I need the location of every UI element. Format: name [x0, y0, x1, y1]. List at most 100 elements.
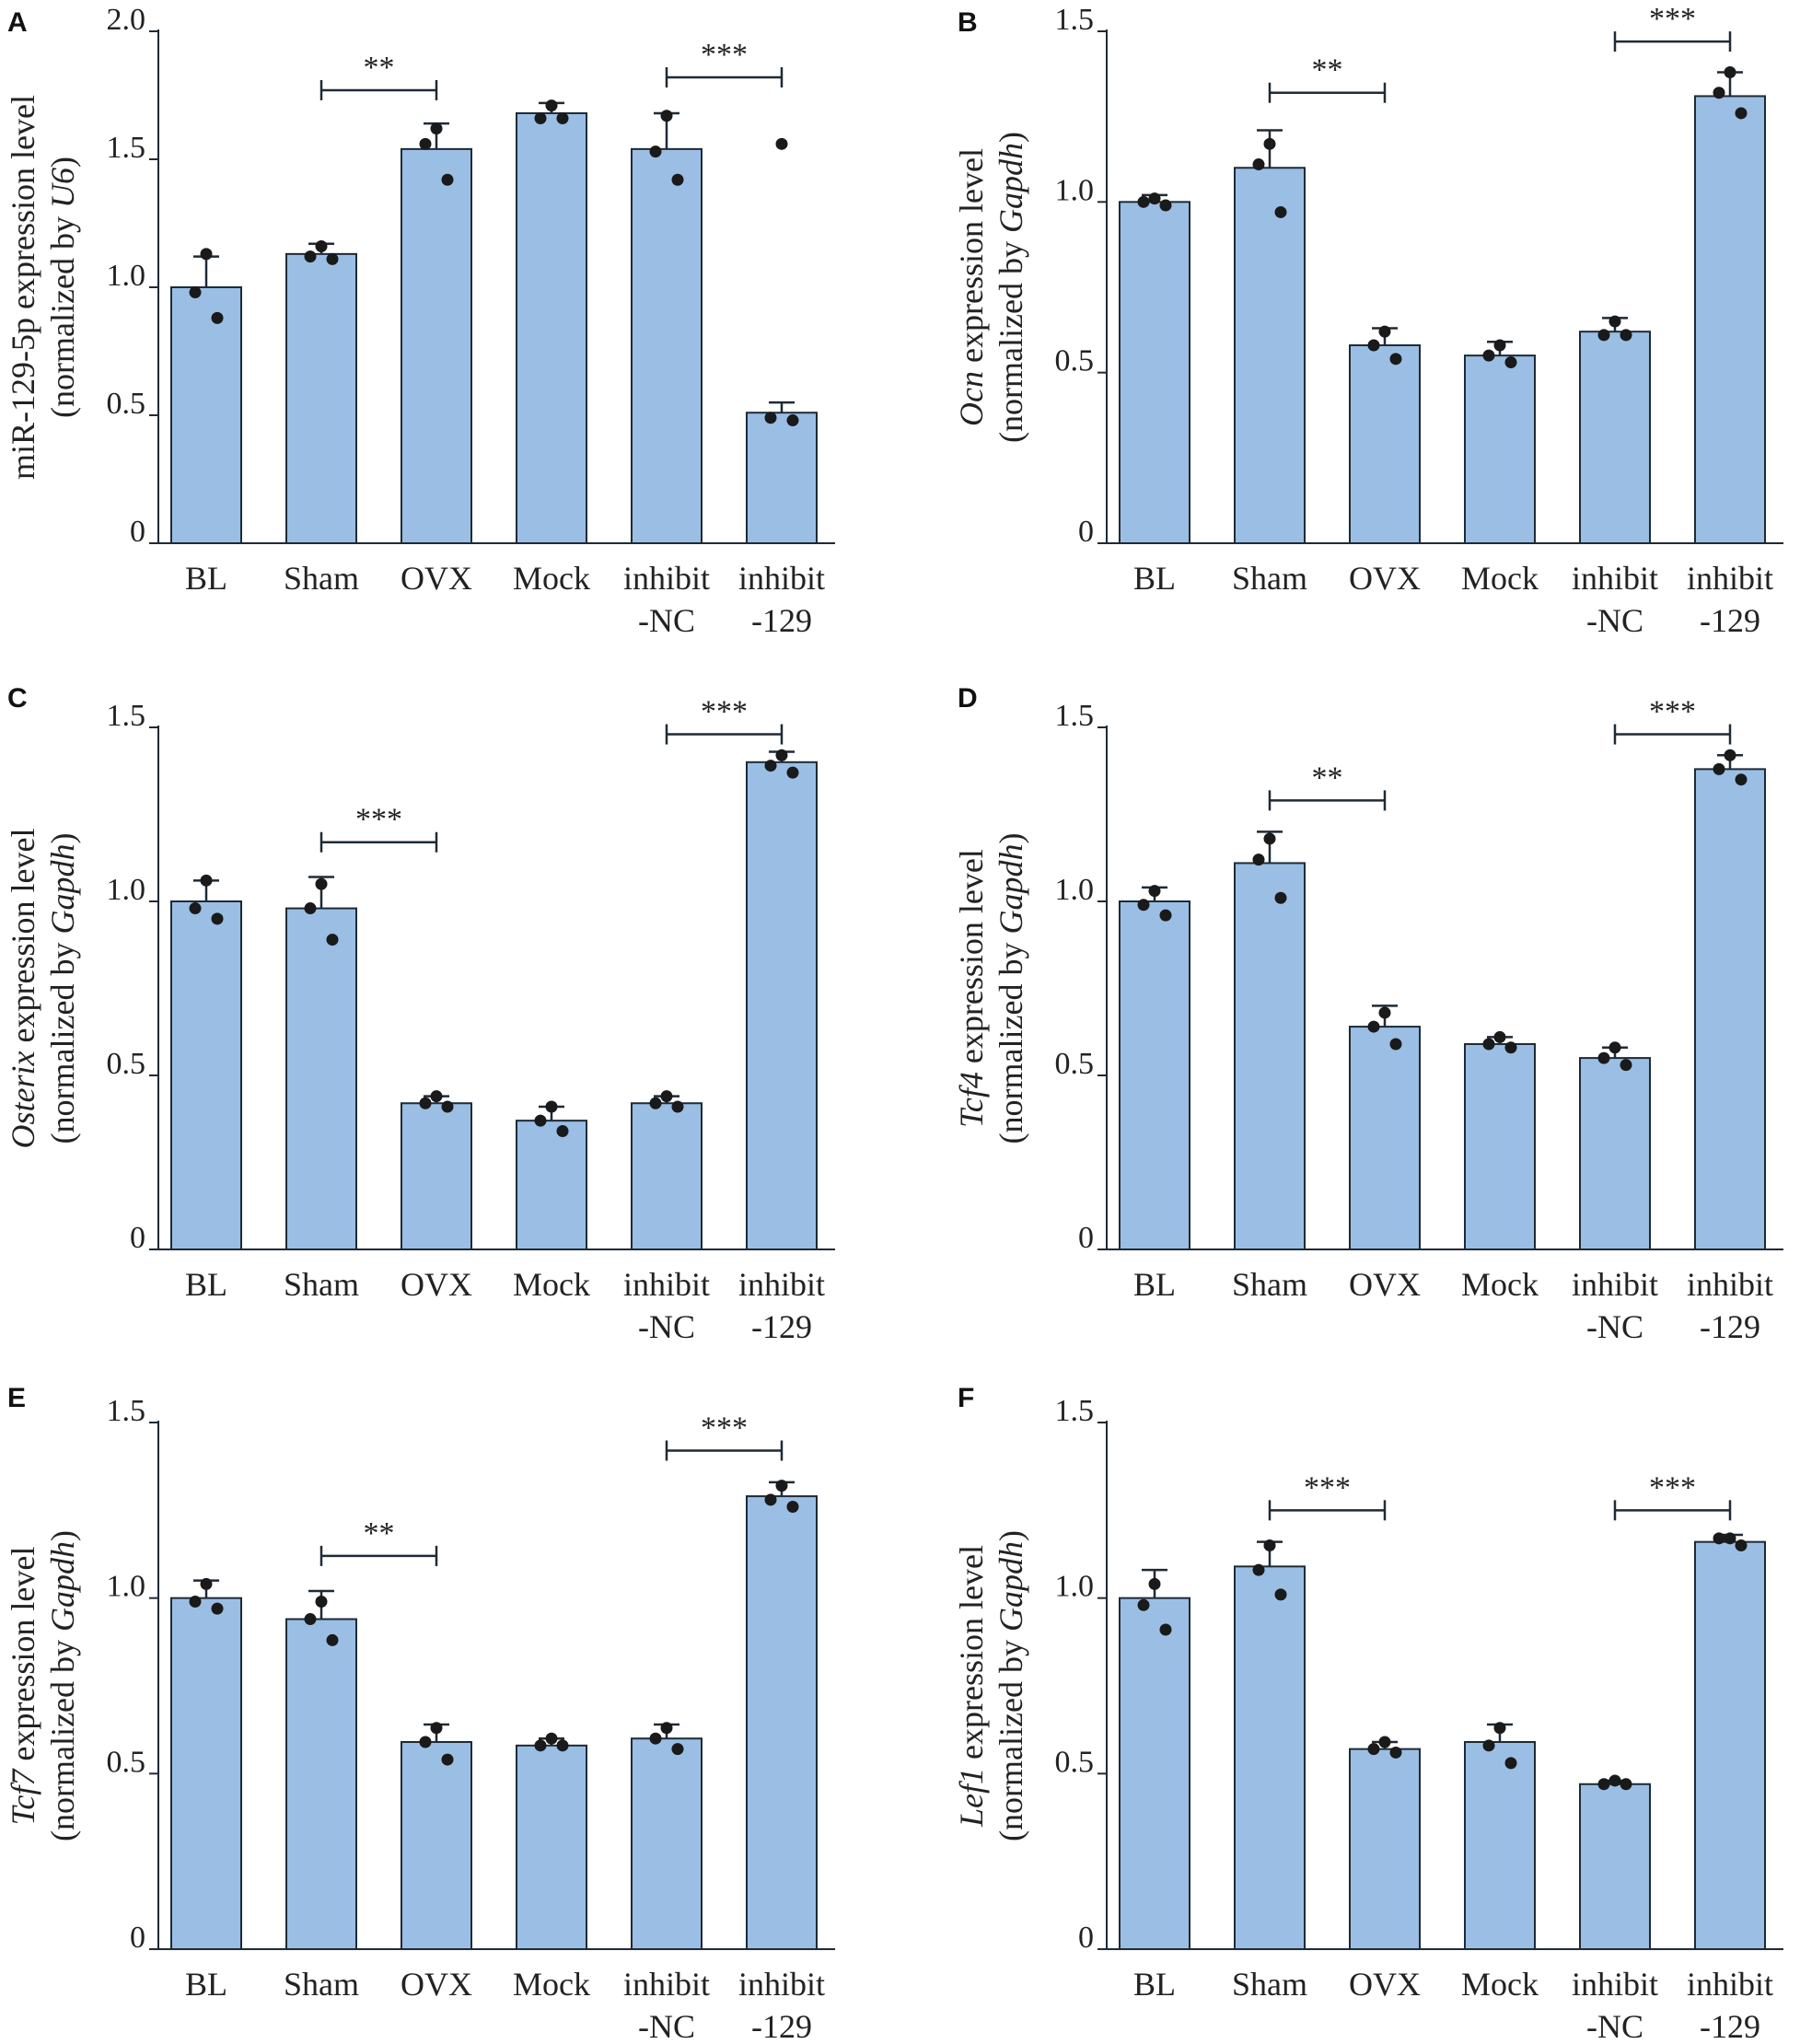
- y-axis-label-text: expression level: [953, 148, 990, 371]
- data-point: [1620, 329, 1632, 342]
- y-axis-sublabel-prefix: (normalized by: [44, 1632, 81, 1841]
- data-point: [441, 1100, 454, 1113]
- y-axis-sublabel-prefix: (normalized by: [44, 935, 81, 1144]
- bar: [1579, 1783, 1651, 1950]
- significance-label: ***: [701, 695, 748, 729]
- x-tick-label: BL: [185, 1966, 227, 2003]
- data-point: [1252, 1563, 1265, 1576]
- data-point: [775, 1480, 788, 1492]
- y-axis-sublabel: (normalized by Gapdh): [993, 132, 1029, 443]
- data-point: [534, 1739, 547, 1752]
- x-tick-label: OVX: [401, 1966, 472, 2003]
- data-point: [1148, 885, 1161, 898]
- data-point: [660, 110, 673, 122]
- data-point: [556, 112, 569, 125]
- data-point: [441, 173, 454, 186]
- y-tick-label: 0: [130, 515, 145, 549]
- data-point: [326, 252, 339, 265]
- x-tick-label: inhibit: [738, 1966, 825, 2003]
- data-point: [304, 250, 317, 263]
- bar: [1464, 1042, 1536, 1250]
- data-point: [326, 1633, 339, 1646]
- data-point: [1378, 325, 1391, 338]
- x-tick-label: inhibit: [1687, 1266, 1773, 1303]
- x-tick-label: -129: [1700, 1308, 1760, 1345]
- data-point: [200, 874, 213, 887]
- data-point: [649, 1732, 662, 1745]
- significance-label: ***: [1649, 695, 1696, 729]
- y-tick-label: 1.0: [1055, 173, 1095, 207]
- data-point: [1263, 832, 1276, 845]
- data-point: [660, 1722, 673, 1735]
- data-point: [1482, 1739, 1495, 1752]
- data-point: [545, 1100, 558, 1113]
- y-axis-label: miR-129-5p expression level: [5, 95, 41, 480]
- x-tick-label: inhibit: [1572, 560, 1658, 597]
- bar: [1119, 201, 1190, 544]
- bar: [1694, 1540, 1766, 1950]
- y-axis-sublabel-suffix: ): [993, 132, 1029, 143]
- y-axis-sublabel: (normalized by Gapdh): [993, 1530, 1029, 1841]
- data-point: [189, 902, 202, 915]
- bar: [631, 1737, 703, 1950]
- data-point: [430, 122, 443, 135]
- x-tick-label: BL: [1133, 560, 1176, 597]
- y-tick-label: 1.0: [1055, 1570, 1095, 1604]
- data-point: [1274, 205, 1287, 218]
- bar: [1349, 1026, 1421, 1250]
- bar: [1349, 344, 1421, 544]
- data-point: [1608, 1774, 1621, 1787]
- y-axis-sublabel-norm: Gapdh: [993, 1541, 1029, 1632]
- data-point: [326, 934, 339, 947]
- bar: [1464, 354, 1536, 544]
- data-point: [430, 1090, 443, 1103]
- bar: [746, 1495, 818, 1950]
- y-tick-label: 0.5: [1055, 1047, 1095, 1081]
- y-axis-label: Tcf7 expression level: [5, 1547, 41, 1826]
- data-point: [1597, 1778, 1610, 1791]
- x-tick-label: OVX: [1349, 1266, 1421, 1303]
- data-point: [1597, 329, 1610, 342]
- x-tick-label: Mock: [513, 1266, 590, 1303]
- data-point: [1378, 1006, 1391, 1019]
- bar: [1119, 1597, 1190, 1950]
- panel-label: A: [7, 7, 28, 38]
- data-point: [764, 760, 777, 772]
- y-axis-label-text: expression level: [5, 1547, 41, 1770]
- bar: [170, 286, 242, 544]
- data-point: [419, 1097, 432, 1109]
- data-point: [1137, 1598, 1150, 1611]
- data-point: [775, 137, 788, 150]
- data-point: [545, 1732, 558, 1745]
- x-tick-label: inhibit: [1572, 1966, 1658, 2003]
- y-tick-label: 0: [1078, 1221, 1094, 1255]
- y-axis-sublabel-suffix: ): [44, 833, 81, 844]
- y-axis-sublabel-norm: Gapdh: [44, 1541, 81, 1632]
- data-point: [304, 1613, 317, 1626]
- data-point: [671, 1100, 684, 1113]
- significance-label: ***: [701, 38, 748, 72]
- y-axis-sublabel-suffix: ): [44, 157, 81, 168]
- data-point: [671, 173, 684, 186]
- y-tick-label: 1.5: [107, 131, 146, 165]
- x-tick-label: -129: [751, 2008, 812, 2044]
- data-point: [1148, 1577, 1161, 1590]
- data-point: [1713, 1532, 1725, 1545]
- x-tick-label: Sham: [284, 560, 359, 597]
- data-point: [1735, 1539, 1748, 1551]
- bar: [401, 1741, 472, 1950]
- data-point: [419, 1736, 432, 1748]
- data-point: [1724, 749, 1736, 761]
- panel-label: B: [958, 7, 978, 38]
- y-axis-sublabel-norm: U6: [44, 168, 81, 208]
- y-axis-sublabel-prefix: (normalized by: [993, 1632, 1029, 1841]
- y-axis-label: Lef1 expression level: [953, 1545, 990, 1828]
- data-point: [211, 1602, 224, 1615]
- data-point: [200, 248, 213, 261]
- y-tick-label: 0.5: [107, 387, 146, 421]
- y-axis-sublabel: (normalized by Gapdh): [44, 833, 81, 1144]
- bar: [401, 147, 472, 544]
- y-axis-sublabel-norm: Gapdh: [993, 844, 1029, 935]
- significance-label: **: [364, 51, 395, 85]
